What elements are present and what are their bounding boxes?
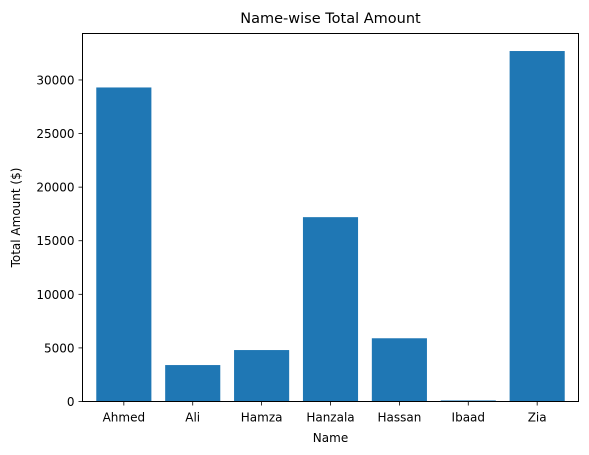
- bar-hassan: [371, 338, 427, 402]
- y-tick-label: 0: [67, 395, 75, 409]
- x-tick-label: Hassan: [377, 411, 421, 425]
- bar-ahmed: [96, 87, 152, 402]
- x-tick-label: Zia: [528, 411, 547, 425]
- x-axis-label: Name: [313, 431, 348, 445]
- y-ticks: 0 5000 10000 15000 20000 25000 30000: [36, 73, 83, 409]
- x-tick-label: Ali: [185, 411, 200, 425]
- bar-ibaad: [440, 400, 496, 402]
- y-tick-label: 5000: [44, 341, 75, 355]
- y-tick-label: 15000: [36, 234, 74, 248]
- x-tick-label: Hanzala: [306, 411, 354, 425]
- y-tick-label: 20000: [36, 181, 74, 195]
- x-tick-label: Ibaad: [452, 411, 485, 425]
- x-tick-label: Ahmed: [103, 411, 146, 425]
- y-tick-label: 10000: [36, 288, 74, 302]
- bars-group: [96, 51, 565, 402]
- y-tick-label: 25000: [36, 127, 74, 141]
- bar-zia: [509, 51, 565, 402]
- y-axis-label: Total Amount ($): [9, 168, 23, 269]
- bar-hanzala: [302, 217, 359, 402]
- chart-title: Name-wise Total Amount: [240, 11, 421, 27]
- x-tick-label: Hamza: [241, 411, 283, 425]
- x-ticks: Ahmed Ali Hamza Hanzala Hassan Ibaad Zia: [103, 401, 547, 425]
- bar-hamza: [234, 350, 290, 402]
- y-tick-label: 30000: [36, 73, 74, 87]
- plot-frame: [82, 33, 579, 402]
- bar-ali: [165, 365, 221, 402]
